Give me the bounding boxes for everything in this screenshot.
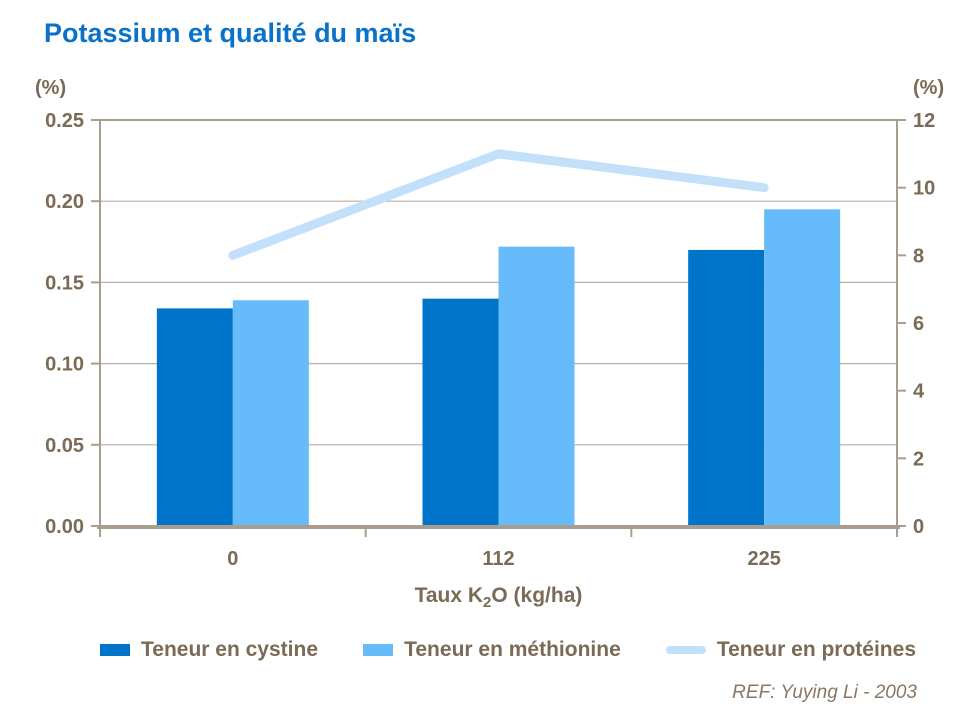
right-axis-tick-label: 2 xyxy=(913,448,924,470)
proteins-line xyxy=(228,149,769,260)
right-axis-tick-label: 6 xyxy=(913,313,924,335)
bar-series1-cat-0 xyxy=(156,308,233,526)
x-axis-category-label: 0 xyxy=(227,548,238,570)
legend-color-swatch xyxy=(363,644,394,656)
right-axis-tick-label: 10 xyxy=(913,178,935,200)
bar-series2-cat-0 xyxy=(232,300,309,526)
left-axis-tick-label: 0.05 xyxy=(45,435,84,457)
legend-item-3: Teneur en protéines xyxy=(665,638,916,662)
legend-label: Teneur en cystine xyxy=(141,638,319,661)
legend-color-swatch xyxy=(100,644,130,656)
legend: Teneur en cystine Teneur en méthionine Ten… xyxy=(100,638,916,662)
bar-series2-cat-112 xyxy=(498,246,575,526)
reference-note: REF: Yuying Li - 2003 xyxy=(732,682,917,703)
x-axis-title-part1: Taux K xyxy=(414,584,484,607)
chart-title: Potassium et qualité du maïs xyxy=(44,18,417,48)
right-axis-tick-label: 0 xyxy=(913,516,924,538)
right-axis-tick-label: 8 xyxy=(913,245,924,267)
x-axis-category-label: 112 xyxy=(482,548,514,570)
left-axis-tick-label: 0.20 xyxy=(45,191,84,213)
legend-item-2: Teneur en méthionine xyxy=(363,638,621,662)
right-axis-unit-label: (%) xyxy=(913,77,944,99)
left-axis-unit-label: (%) xyxy=(35,77,66,99)
legend-line-marker xyxy=(665,646,706,654)
left-axis-tick-label: 0.15 xyxy=(45,272,84,294)
left-axis-tick-label: 0.10 xyxy=(45,354,84,376)
x-axis-title-part2: O (kg/ha) xyxy=(491,584,583,607)
x-axis-category-label: 225 xyxy=(747,548,780,570)
x-axis-title: Taux K2O (kg/ha) xyxy=(100,584,897,611)
left-axis-tick-label: 0.00 xyxy=(45,516,84,538)
legend-label: Teneur en protéines xyxy=(716,638,916,661)
right-axis-tick-label: 4 xyxy=(913,381,925,403)
right-axis-tick-label: 12 xyxy=(913,110,935,132)
legend-label: Teneur en méthionine xyxy=(404,638,621,661)
bar-series1-cat-225 xyxy=(688,249,765,527)
bar-series1-cat-112 xyxy=(422,298,499,526)
bar-series2-cat-225 xyxy=(764,209,841,526)
left-axis-tick-label: 0.25 xyxy=(45,110,84,132)
x-axis-title-subscript: 2 xyxy=(483,594,492,611)
legend-item-1: Teneur en cystine xyxy=(100,638,318,662)
